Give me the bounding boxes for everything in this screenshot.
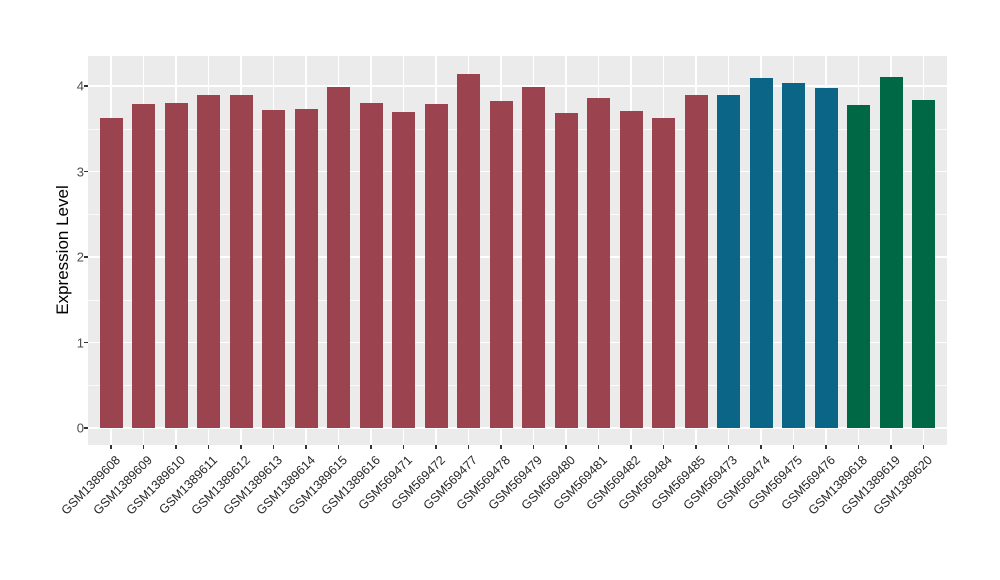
bar-GSM569473 [717, 94, 740, 428]
bar-GSM569474 [749, 78, 773, 428]
bar-GSM569477 [457, 74, 480, 428]
x-tick-mark [370, 445, 372, 449]
gridline-horizontal-major [88, 170, 947, 173]
bar-GSM1389614 [294, 109, 318, 428]
x-tick-mark [402, 445, 405, 449]
x-tick-mark [467, 445, 470, 449]
bar-GSM1389611 [197, 95, 220, 428]
x-tick-mark [305, 445, 307, 449]
y-tick-label: 3 [76, 164, 84, 179]
x-tick-mark [500, 445, 502, 449]
bar-GSM1389609 [132, 103, 155, 428]
x-tick-mark [207, 445, 210, 449]
x-tick-mark [922, 445, 925, 449]
gridline-horizontal-minor [88, 214, 947, 216]
x-tick-mark [695, 445, 697, 449]
y-tick-mark [84, 256, 88, 258]
gridline-horizontal-major [88, 427, 947, 429]
x-tick-mark [110, 445, 112, 449]
bar-GSM1389613 [262, 109, 285, 428]
x-tick-mark [857, 445, 860, 449]
x-tick-mark [792, 445, 795, 449]
x-tick-mark [597, 445, 600, 449]
x-tick-mark [825, 445, 827, 449]
y-tick-label: 2 [76, 249, 84, 265]
y-tick-mark [84, 85, 88, 87]
x-tick-mark [532, 445, 535, 449]
bar-GSM1389608 [99, 118, 123, 428]
bar-GSM569472 [424, 103, 448, 428]
bar-GSM569475 [782, 83, 805, 428]
plot-panel [88, 56, 947, 445]
gridline-horizontal-major [88, 85, 947, 87]
y-tick-mark [84, 170, 88, 173]
bar-GSM1389615 [327, 86, 350, 428]
x-tick-mark [727, 445, 730, 449]
y-tick-label: 0 [76, 420, 84, 436]
bar-GSM569484 [652, 118, 675, 428]
x-tick-mark [760, 445, 762, 449]
bar-GSM569479 [522, 86, 545, 428]
bar-GSM1389618 [847, 104, 870, 428]
y-tick-label: 1 [76, 335, 84, 350]
y-axis-title-text: Expression Level [53, 185, 72, 315]
x-tick-mark [175, 445, 177, 449]
x-tick-mark [337, 445, 340, 449]
y-tick-label: 4 [76, 78, 84, 94]
x-tick-mark [240, 445, 242, 449]
gridline-horizontal-major [88, 341, 947, 344]
gridline-horizontal-minor [88, 128, 947, 130]
gridline-horizontal-major [88, 256, 947, 258]
x-tick-mark [435, 445, 437, 449]
x-tick-mark [890, 445, 892, 449]
x-tick-mark [565, 445, 567, 449]
bar-GSM569476 [814, 87, 838, 428]
x-tick-mark [142, 445, 145, 449]
bar-GSM569485 [684, 94, 708, 428]
bar-GSM569482 [619, 110, 643, 428]
bar-GSM569481 [587, 97, 610, 428]
bar-GSM1389610 [164, 103, 188, 428]
y-tick-mark [84, 341, 88, 344]
bar-GSM1389612 [229, 94, 253, 428]
x-tick-mark [630, 445, 632, 449]
bar-GSM569478 [489, 101, 513, 428]
bar-GSM569480 [554, 112, 578, 428]
bar-GSM569471 [392, 111, 415, 428]
gridline-horizontal-minor [88, 299, 947, 301]
bar-GSM1389616 [359, 103, 383, 428]
bar-GSM1389620 [912, 99, 935, 428]
gridline-horizontal-minor [88, 385, 947, 387]
bar-GSM1389619 [879, 76, 903, 428]
x-tick-mark [662, 445, 665, 449]
y-tick-mark [84, 427, 88, 429]
x-tick-mark [272, 445, 275, 449]
